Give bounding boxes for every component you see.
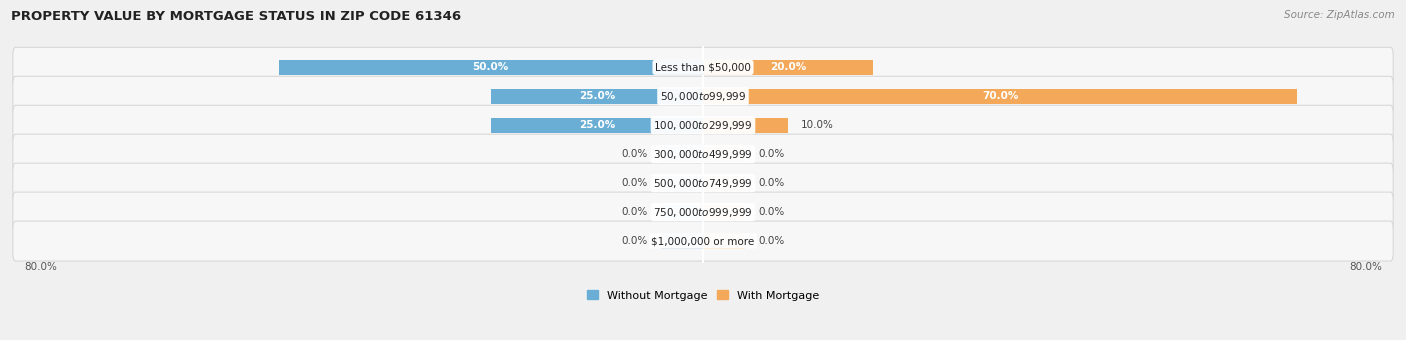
- Bar: [703, 118, 787, 133]
- FancyBboxPatch shape: [13, 163, 1393, 203]
- Text: 80.0%: 80.0%: [24, 262, 56, 272]
- Bar: [661, 205, 703, 220]
- Text: $100,000 to $299,999: $100,000 to $299,999: [654, 119, 752, 132]
- Text: 0.0%: 0.0%: [758, 236, 785, 246]
- Text: 0.0%: 0.0%: [621, 236, 648, 246]
- Bar: [661, 234, 703, 249]
- Bar: [703, 89, 1298, 104]
- FancyBboxPatch shape: [13, 134, 1393, 174]
- Text: 20.0%: 20.0%: [769, 62, 806, 72]
- Bar: [703, 60, 873, 75]
- Bar: [491, 89, 703, 104]
- Text: 50.0%: 50.0%: [472, 62, 509, 72]
- Text: 0.0%: 0.0%: [758, 178, 785, 188]
- Bar: [661, 147, 703, 162]
- Text: 25.0%: 25.0%: [579, 120, 614, 130]
- FancyBboxPatch shape: [13, 221, 1393, 261]
- FancyBboxPatch shape: [13, 105, 1393, 145]
- Bar: [703, 205, 745, 220]
- Text: $300,000 to $499,999: $300,000 to $499,999: [654, 148, 752, 161]
- Text: $500,000 to $749,999: $500,000 to $749,999: [654, 177, 752, 190]
- Text: 0.0%: 0.0%: [621, 178, 648, 188]
- Text: 70.0%: 70.0%: [981, 91, 1018, 101]
- Bar: [703, 175, 745, 191]
- FancyBboxPatch shape: [13, 76, 1393, 116]
- Bar: [278, 60, 703, 75]
- Text: $1,000,000 or more: $1,000,000 or more: [651, 236, 755, 246]
- Text: PROPERTY VALUE BY MORTGAGE STATUS IN ZIP CODE 61346: PROPERTY VALUE BY MORTGAGE STATUS IN ZIP…: [11, 10, 461, 23]
- Bar: [491, 118, 703, 133]
- Text: 25.0%: 25.0%: [579, 91, 614, 101]
- Text: 0.0%: 0.0%: [758, 207, 785, 217]
- Legend: Without Mortgage, With Mortgage: Without Mortgage, With Mortgage: [582, 286, 824, 305]
- Text: 10.0%: 10.0%: [800, 120, 834, 130]
- Text: 0.0%: 0.0%: [758, 149, 785, 159]
- Bar: [703, 147, 745, 162]
- Text: Less than $50,000: Less than $50,000: [655, 62, 751, 72]
- FancyBboxPatch shape: [13, 192, 1393, 232]
- Text: 0.0%: 0.0%: [621, 207, 648, 217]
- Text: Source: ZipAtlas.com: Source: ZipAtlas.com: [1284, 10, 1395, 20]
- Text: 80.0%: 80.0%: [1350, 262, 1382, 272]
- FancyBboxPatch shape: [13, 47, 1393, 87]
- Text: $750,000 to $999,999: $750,000 to $999,999: [654, 206, 752, 219]
- Text: $50,000 to $99,999: $50,000 to $99,999: [659, 90, 747, 103]
- Bar: [703, 234, 745, 249]
- Bar: [661, 175, 703, 191]
- Text: 0.0%: 0.0%: [621, 149, 648, 159]
